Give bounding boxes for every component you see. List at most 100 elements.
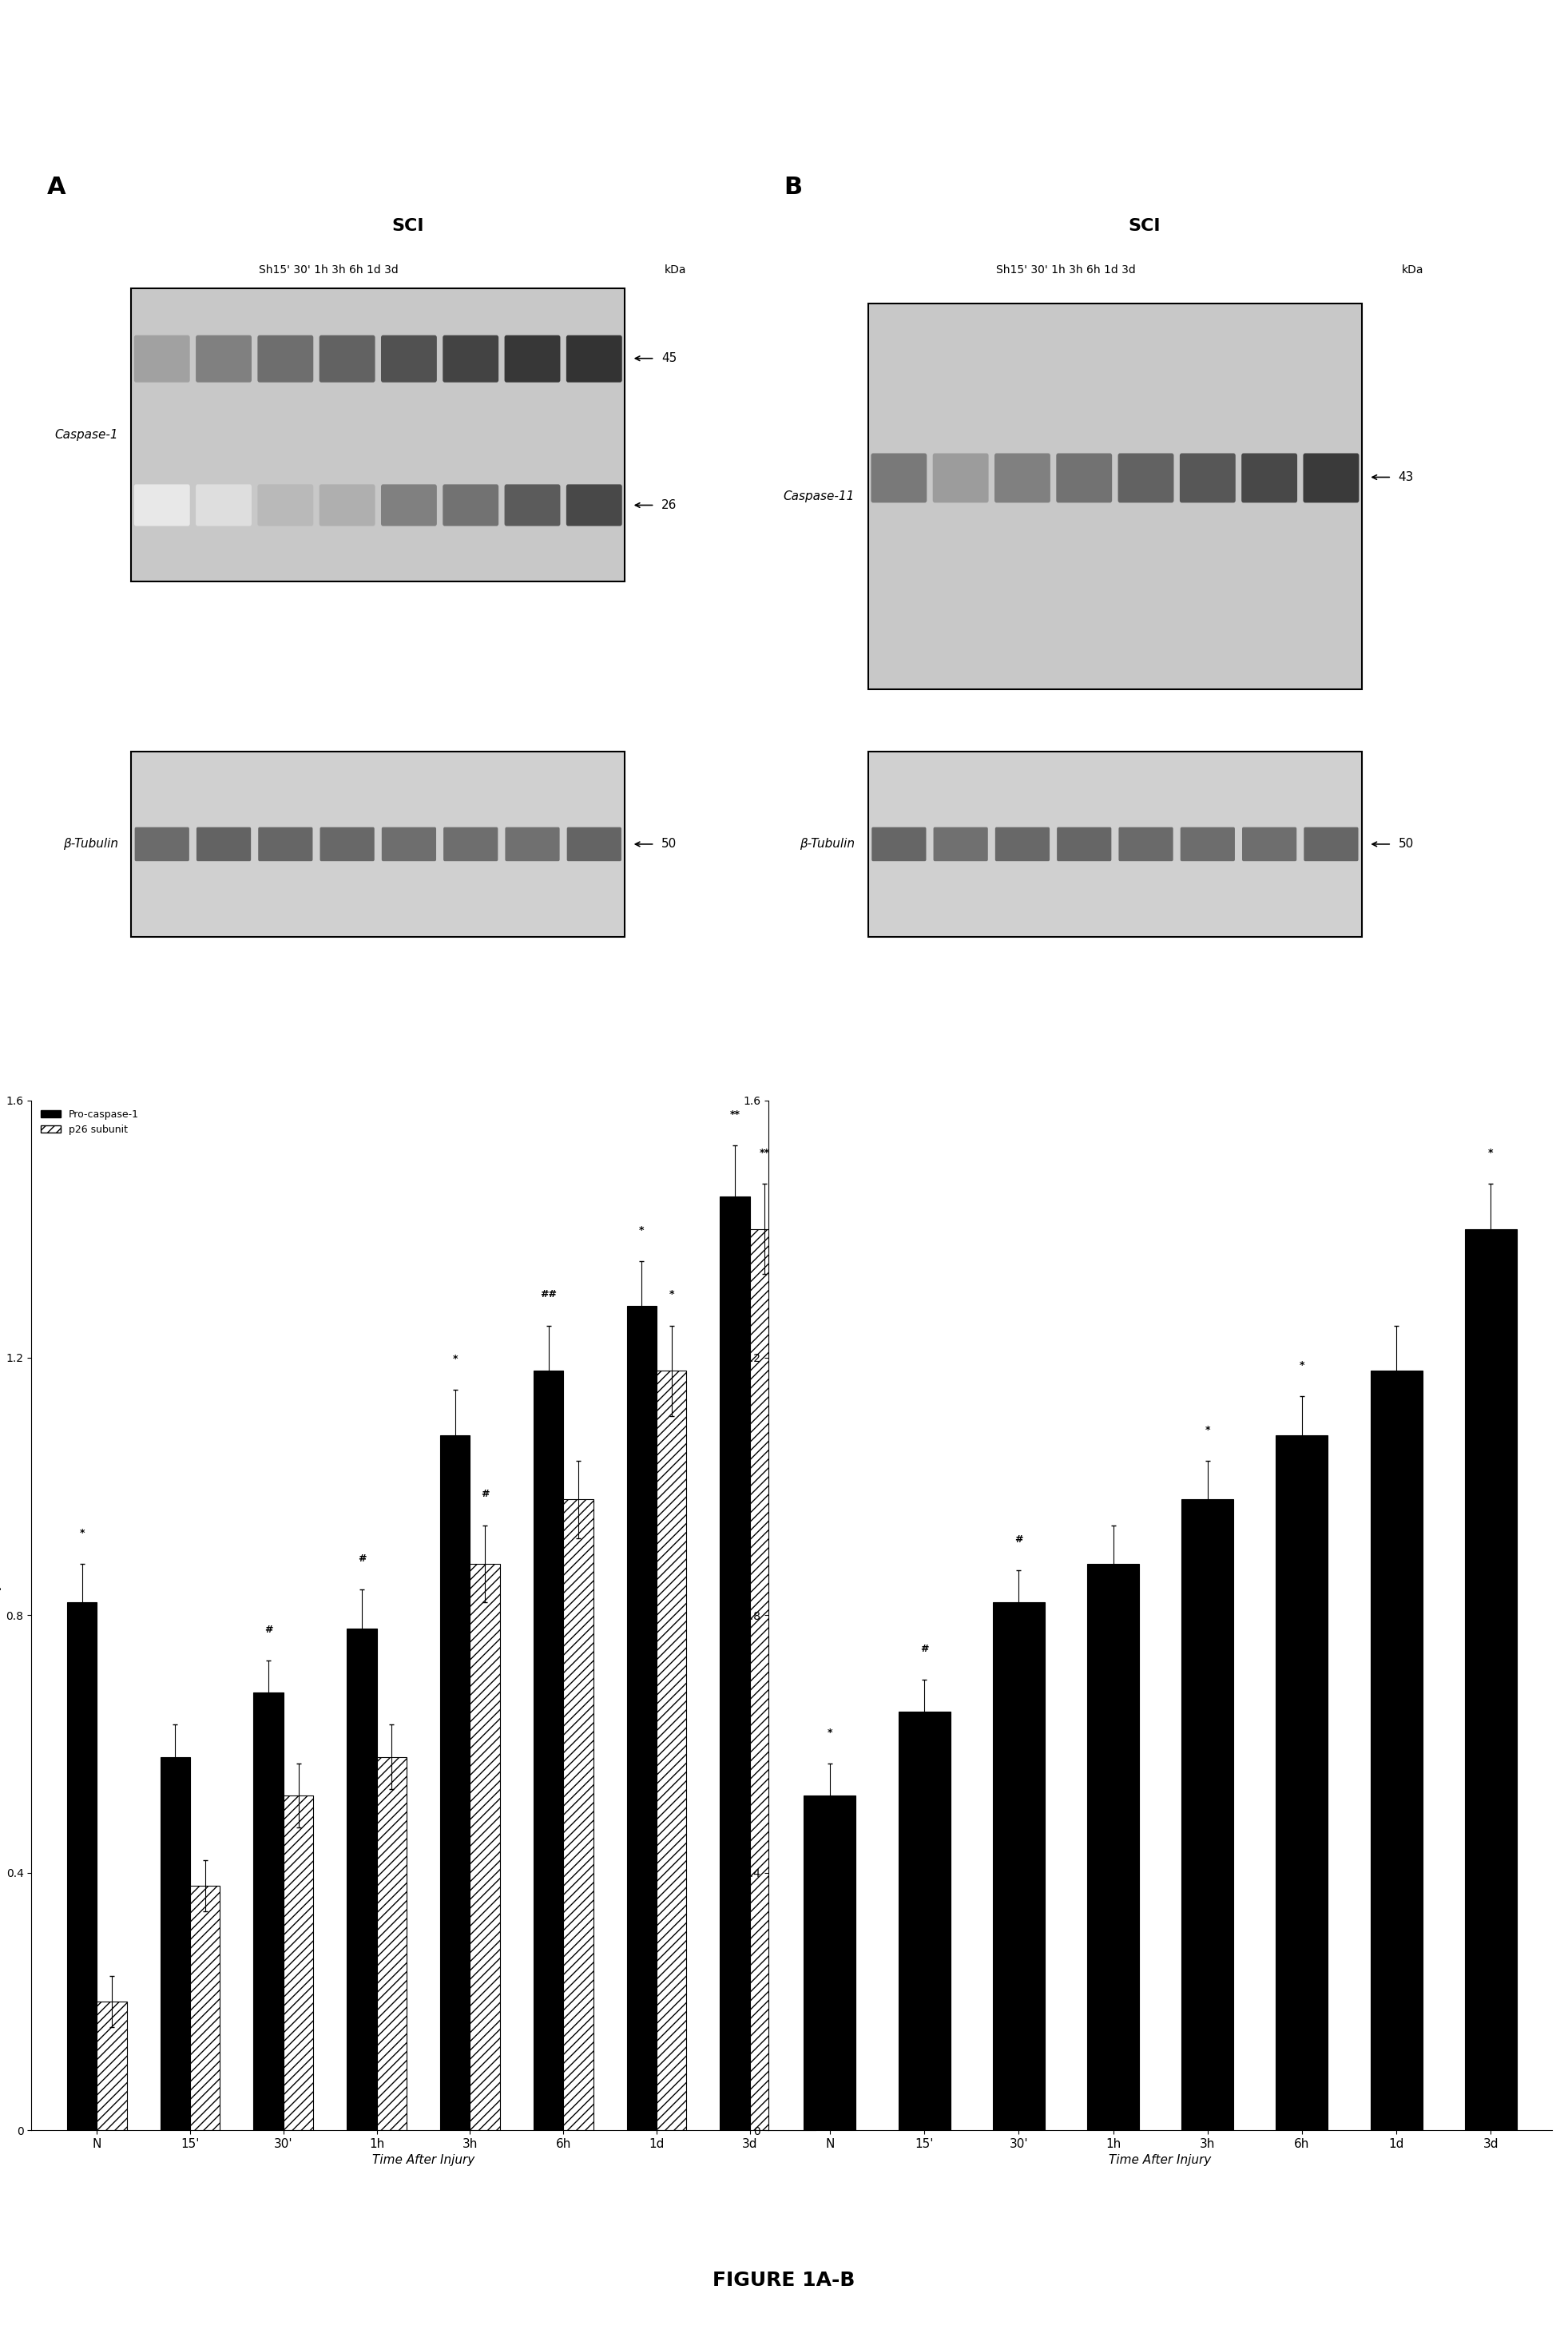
FancyBboxPatch shape — [505, 826, 560, 861]
FancyBboxPatch shape — [381, 335, 437, 382]
Text: B: B — [784, 176, 803, 199]
Text: *: * — [670, 1290, 674, 1299]
Bar — [67, 1601, 97, 2130]
FancyBboxPatch shape — [320, 485, 375, 527]
FancyBboxPatch shape — [1057, 454, 1112, 503]
Text: kDa: kDa — [665, 265, 687, 276]
Text: A: A — [47, 176, 66, 199]
Bar — [1087, 1564, 1138, 2130]
FancyBboxPatch shape — [381, 826, 436, 861]
FancyBboxPatch shape — [257, 485, 314, 527]
FancyBboxPatch shape — [568, 826, 621, 861]
Bar — [441, 1435, 470, 2130]
FancyBboxPatch shape — [196, 485, 251, 527]
Text: 50: 50 — [662, 838, 677, 850]
Bar — [869, 751, 1363, 936]
Bar — [750, 1229, 779, 2130]
Bar — [254, 1693, 284, 2130]
FancyBboxPatch shape — [994, 454, 1051, 503]
Bar — [190, 1887, 220, 2130]
Text: **: ** — [759, 1147, 770, 1159]
Bar — [1276, 1435, 1328, 2130]
Bar — [160, 1756, 190, 2130]
Text: β-Tubulin: β-Tubulin — [63, 838, 118, 850]
FancyBboxPatch shape — [933, 454, 988, 503]
Text: β-Tubulin: β-Tubulin — [800, 838, 855, 850]
Bar — [627, 1306, 657, 2130]
Text: #: # — [358, 1554, 365, 1564]
Bar — [1182, 1498, 1234, 2130]
Text: Caspase-11: Caspase-11 — [784, 492, 855, 503]
Bar — [993, 1601, 1044, 2130]
FancyBboxPatch shape — [1118, 826, 1173, 861]
Text: #: # — [1014, 1533, 1022, 1545]
FancyBboxPatch shape — [320, 826, 375, 861]
Text: *: * — [640, 1224, 644, 1236]
Y-axis label: Relative Density Units: Relative Density Units — [726, 1547, 739, 1683]
X-axis label: Time After Injury: Time After Injury — [1109, 2154, 1212, 2165]
FancyBboxPatch shape — [1305, 826, 1358, 861]
Text: **: ** — [729, 1110, 740, 1119]
FancyBboxPatch shape — [135, 826, 190, 861]
Text: *: * — [80, 1529, 85, 1538]
FancyBboxPatch shape — [1242, 454, 1297, 503]
Bar — [284, 1796, 314, 2130]
Text: SCI: SCI — [392, 218, 423, 234]
Bar — [97, 2002, 127, 2130]
Bar — [657, 1369, 687, 2130]
Text: #: # — [265, 1625, 273, 1634]
Bar — [869, 304, 1363, 691]
FancyBboxPatch shape — [259, 826, 312, 861]
X-axis label: Time After Injury: Time After Injury — [372, 2154, 475, 2165]
Bar — [132, 288, 626, 581]
Text: Sh15' 30' 1h 3h 6h 1d 3d: Sh15' 30' 1h 3h 6h 1d 3d — [996, 265, 1135, 276]
Bar — [720, 1196, 750, 2130]
FancyBboxPatch shape — [133, 335, 190, 382]
Text: *: * — [1204, 1426, 1210, 1435]
Text: 50: 50 — [1399, 838, 1414, 850]
Bar — [376, 1756, 406, 2130]
Bar — [1465, 1229, 1516, 2130]
Text: kDa: kDa — [1402, 265, 1424, 276]
FancyBboxPatch shape — [1303, 454, 1359, 503]
Text: #: # — [481, 1489, 489, 1498]
Text: *: * — [1488, 1147, 1493, 1159]
Bar — [347, 1629, 376, 2130]
Text: ##: ## — [539, 1290, 557, 1299]
FancyBboxPatch shape — [320, 335, 375, 382]
FancyBboxPatch shape — [444, 826, 499, 861]
FancyBboxPatch shape — [1118, 454, 1174, 503]
Text: *: * — [828, 1728, 833, 1737]
FancyBboxPatch shape — [505, 335, 560, 382]
FancyBboxPatch shape — [996, 826, 1049, 861]
Text: *: * — [1300, 1360, 1305, 1369]
FancyBboxPatch shape — [257, 335, 314, 382]
Text: Caspase-1: Caspase-1 — [55, 428, 118, 440]
FancyBboxPatch shape — [1242, 826, 1297, 861]
FancyBboxPatch shape — [872, 826, 927, 861]
FancyBboxPatch shape — [870, 454, 927, 503]
Text: #: # — [920, 1643, 928, 1653]
Text: FIGURE 1A-B: FIGURE 1A-B — [713, 2271, 855, 2289]
FancyBboxPatch shape — [505, 485, 560, 527]
FancyBboxPatch shape — [133, 485, 190, 527]
FancyBboxPatch shape — [566, 335, 622, 382]
FancyBboxPatch shape — [381, 485, 437, 527]
FancyBboxPatch shape — [933, 826, 988, 861]
Bar — [132, 751, 626, 936]
Bar — [470, 1564, 500, 2130]
FancyBboxPatch shape — [442, 335, 499, 382]
Text: 43: 43 — [1399, 471, 1414, 482]
Bar — [1370, 1369, 1422, 2130]
FancyBboxPatch shape — [196, 335, 251, 382]
FancyBboxPatch shape — [196, 826, 251, 861]
FancyBboxPatch shape — [1057, 826, 1112, 861]
Bar — [563, 1498, 593, 2130]
Bar — [804, 1796, 856, 2130]
Text: 45: 45 — [662, 353, 677, 365]
Text: SCI: SCI — [1129, 218, 1160, 234]
Bar — [533, 1369, 563, 2130]
Text: Sh15' 30' 1h 3h 6h 1d 3d: Sh15' 30' 1h 3h 6h 1d 3d — [259, 265, 398, 276]
Bar — [898, 1711, 950, 2130]
FancyBboxPatch shape — [1179, 454, 1236, 503]
